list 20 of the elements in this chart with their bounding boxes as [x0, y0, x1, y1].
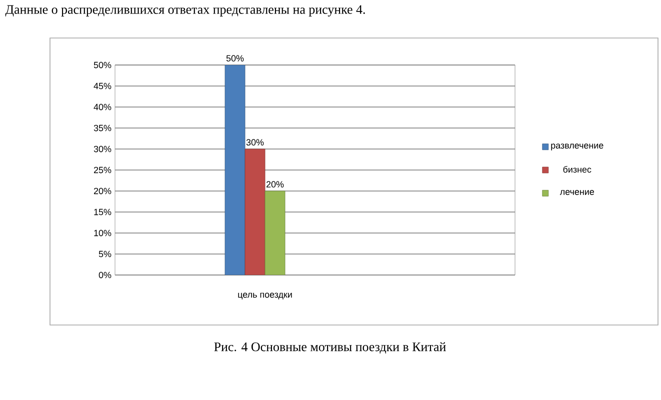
- y-tick-label: 40%: [94, 104, 112, 110]
- y-tick-label: 5%: [98, 250, 112, 258]
- legend-label: бизнес: [563, 166, 592, 173]
- legend-label: развлечение: [551, 144, 604, 150]
- y-tick-label: 35%: [94, 124, 112, 132]
- text: Рис. 4 Основные мотивы поездки в Китай: [214, 342, 446, 354]
- y-tick-label: 50%: [94, 62, 112, 68]
- chart-title: Данные о распределившихся ответах представлены на рисунке 4.: [5, 5, 365, 17]
- y-tick-label: 20%: [94, 188, 112, 194]
- y-tick-label: 25%: [94, 166, 112, 174]
- data-label: 50%: [226, 55, 244, 62]
- y-tick-label: 30%: [94, 146, 112, 152]
- y-tick-label: 0%: [98, 272, 112, 278]
- data-label: 30%: [246, 139, 264, 146]
- y-tick-label: 15%: [94, 208, 112, 216]
- legend-label: лечение: [560, 190, 594, 195]
- x-tick-label: цель поездки: [238, 292, 292, 300]
- data-label: 20%: [266, 181, 284, 188]
- y-tick-label: 45%: [94, 82, 112, 90]
- y-tick-label: 10%: [94, 230, 112, 236]
